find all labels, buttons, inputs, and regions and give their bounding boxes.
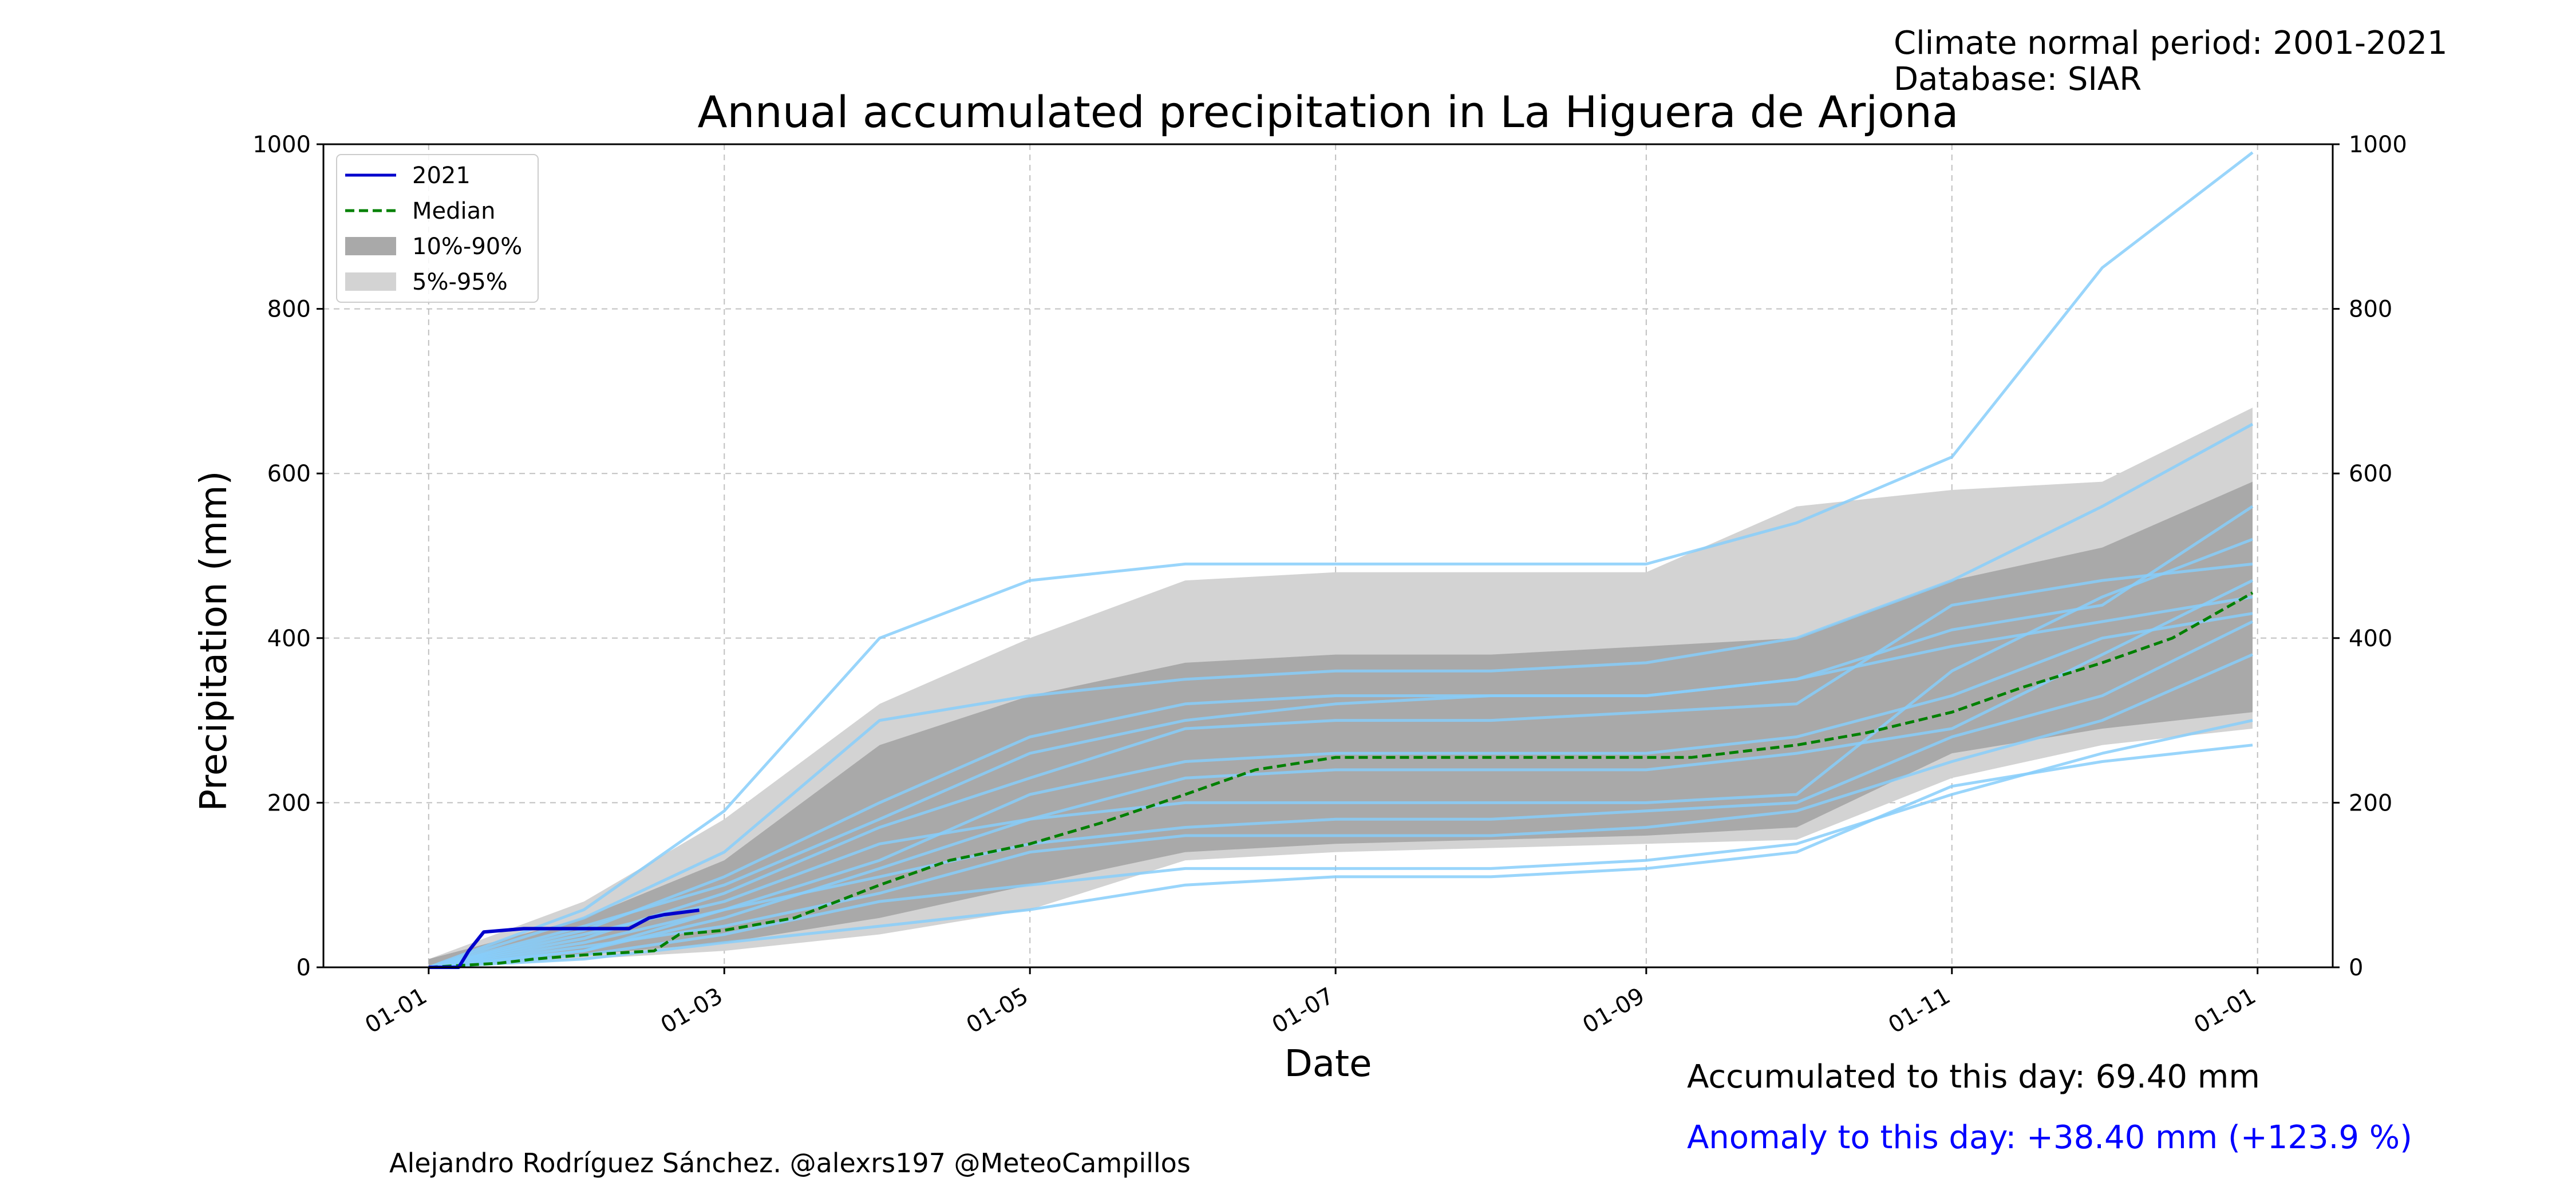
- historical-year-line: [428, 653, 2254, 969]
- y-tick-label-left: 1000: [252, 132, 311, 158]
- x-tick-label: 01-03: [657, 983, 728, 1039]
- historical-year-line: [428, 537, 2253, 969]
- anomaly-to-date: Anomaly to this day: +38.40 mm (+123.9 %…: [1687, 1119, 2412, 1156]
- historical-year-line: [428, 151, 2254, 969]
- plot-frame: [322, 143, 2334, 968]
- y-tick-label-right: 1000: [2349, 132, 2407, 158]
- historical-year-line: [428, 612, 2253, 969]
- historical-year-line: [428, 744, 2253, 969]
- accumulated-to-date: Accumulated to this day: 69.40 mm: [1687, 1058, 2260, 1096]
- median-line: [428, 591, 2254, 969]
- x-tick-label: 01-05: [962, 983, 1033, 1039]
- legend: 2021 Median 10%-90% 5%-95%: [336, 154, 539, 303]
- band-10-90: [428, 481, 2253, 967]
- database-label: Database: SIAR: [1894, 61, 2142, 98]
- historical-year-line: [428, 579, 2254, 969]
- y-tick-label-right: 600: [2349, 461, 2392, 487]
- historical-year-line: [428, 422, 2254, 969]
- legend-swatch-10-90: [345, 237, 396, 255]
- historical-year-line: [428, 562, 2253, 969]
- legend-label-10-90: 10%-90%: [412, 234, 522, 260]
- band-10-90-area: [428, 481, 2253, 967]
- x-tick-label: 01-11: [1884, 983, 1955, 1039]
- y-tick-label-right: 400: [2349, 626, 2392, 652]
- historical-years: [428, 151, 2254, 969]
- x-tick-label: 01-01: [2190, 983, 2261, 1039]
- y-tick-label-left: 800: [267, 296, 311, 323]
- historical-year-line: [428, 595, 2253, 969]
- historical-year-line: [428, 719, 2253, 969]
- y-tick-label-left: 0: [297, 955, 311, 981]
- author-credit: Alejandro Rodríguez Sánchez. @alexrs197 …: [389, 1148, 1191, 1179]
- y-tick-label-right: 0: [2349, 955, 2363, 981]
- plot-border: [322, 143, 2334, 968]
- y-tick-label-right: 200: [2349, 790, 2392, 816]
- legend-swatch-5-95: [345, 272, 396, 291]
- y-tick-label-left: 400: [267, 626, 311, 652]
- legend-box: [336, 154, 539, 303]
- median-layer: [428, 591, 2254, 969]
- legend-label-median: Median: [412, 198, 496, 224]
- climate-normal-period: Climate normal period: 2001-2021: [1894, 25, 2448, 62]
- y-axis-label: Precipitation (mm): [193, 471, 235, 812]
- x-tick-label: 01-09: [1578, 983, 1649, 1039]
- x-axis-label: Date: [1285, 1043, 1372, 1085]
- legend-label-5-95: 5%-95%: [412, 269, 508, 295]
- y-tick-label-right: 800: [2349, 296, 2392, 323]
- x-tick-label: 01-01: [361, 983, 432, 1039]
- historical-year-line: [428, 505, 2254, 969]
- x-tick-label: 01-07: [1267, 983, 1338, 1039]
- legend-label-2021: 2021: [412, 163, 471, 189]
- chart-title: Annual accumulated precipitation in La H…: [697, 86, 1958, 137]
- y-tick-label-left: 600: [267, 461, 311, 487]
- y-tick-label-left: 200: [267, 790, 311, 816]
